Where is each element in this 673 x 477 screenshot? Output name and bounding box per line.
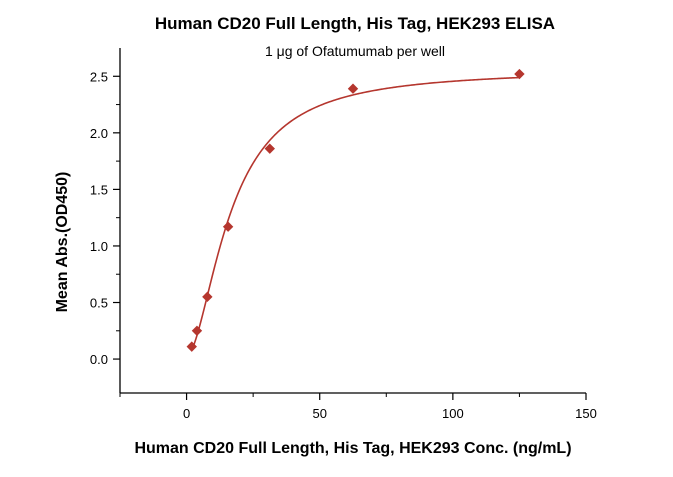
x-tick-label: 100 (442, 406, 464, 421)
y-tick-label: 1.5 (90, 182, 108, 197)
x-tick-label: 50 (312, 406, 326, 421)
data-point (186, 341, 197, 352)
x-axis-title: Human CD20 Full Length, His Tag, HEK293 … (134, 440, 571, 457)
fit-curve (191, 76, 520, 351)
y-tick-label: 2.5 (90, 69, 108, 84)
y-tick-label: 0.0 (90, 352, 108, 367)
data-point (347, 83, 359, 94)
y-tick-label: 0.5 (90, 296, 108, 311)
data-point (264, 143, 275, 154)
data-point (222, 221, 234, 232)
chart-subtitle: 1 μg of Ofatumumab per well (265, 43, 445, 59)
plot-area: 0.0 0.5 1.0 1.5 2.0 2.5 0 50 100 150 (90, 48, 597, 421)
data-point (202, 291, 213, 303)
y-axis-title: Mean Abs.(OD450) (54, 172, 71, 313)
x-tick-label: 0 (183, 406, 190, 421)
x-tick-label: 150 (575, 406, 597, 421)
data-point (514, 68, 525, 80)
y-tick-label: 1.0 (90, 239, 108, 254)
y-tick-label: 2.0 (90, 126, 108, 141)
data-point (191, 325, 203, 336)
chart-title: Human CD20 Full Length, His Tag, HEK293 … (155, 14, 555, 33)
